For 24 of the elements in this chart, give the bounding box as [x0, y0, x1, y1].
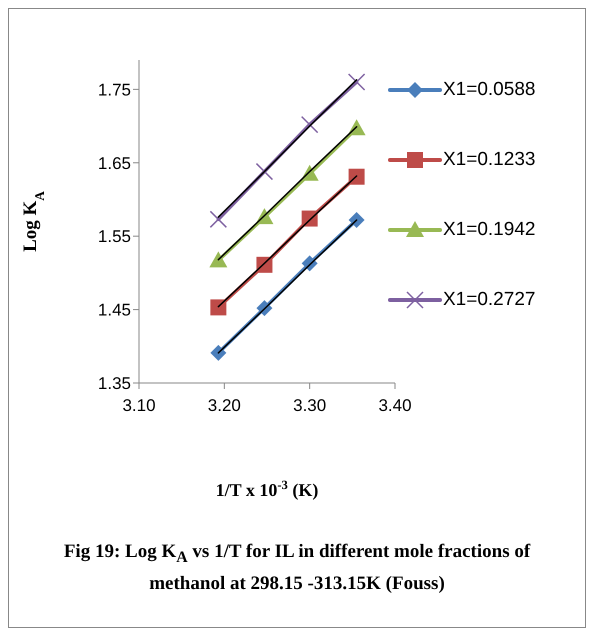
point [300, 116, 318, 134]
point [210, 344, 226, 361]
y-tick-label: 1.65 [98, 154, 131, 173]
x-tick-label: 3.10 [122, 396, 156, 416]
x-axis-title: 1/T x 10$^{-3}$ (K) [216, 478, 318, 500]
line-series [218, 79, 358, 218]
caption: Fig 19: Log K$_{A}$ vs 1/T for IL in different mole fractions of methanol at 298.15 -313.15K (Fouss) [62, 540, 532, 596]
x-tick-label: 3.30 [293, 396, 326, 416]
point [348, 73, 366, 91]
y-tick-label: 1.35 [98, 374, 131, 394]
legend-label: X1=0.1942 [443, 219, 536, 241]
x-tick-label: 3.40 [378, 396, 412, 416]
y-tick-label: 1.75 [98, 80, 131, 100]
x-tick-label: 3.20 [208, 396, 241, 416]
legend-label: X1=0.2727 [443, 289, 536, 311]
point [210, 210, 228, 228]
y-tick-label: 1.45 [98, 300, 131, 320]
point [210, 299, 226, 316]
point [209, 251, 228, 268]
legend-label: X1=0.1233 [443, 149, 536, 171]
point [348, 168, 365, 185]
point [348, 212, 365, 228]
y-tick-label: 1.55 [98, 227, 131, 246]
legend-label: X1=0.0588 [443, 79, 536, 101]
